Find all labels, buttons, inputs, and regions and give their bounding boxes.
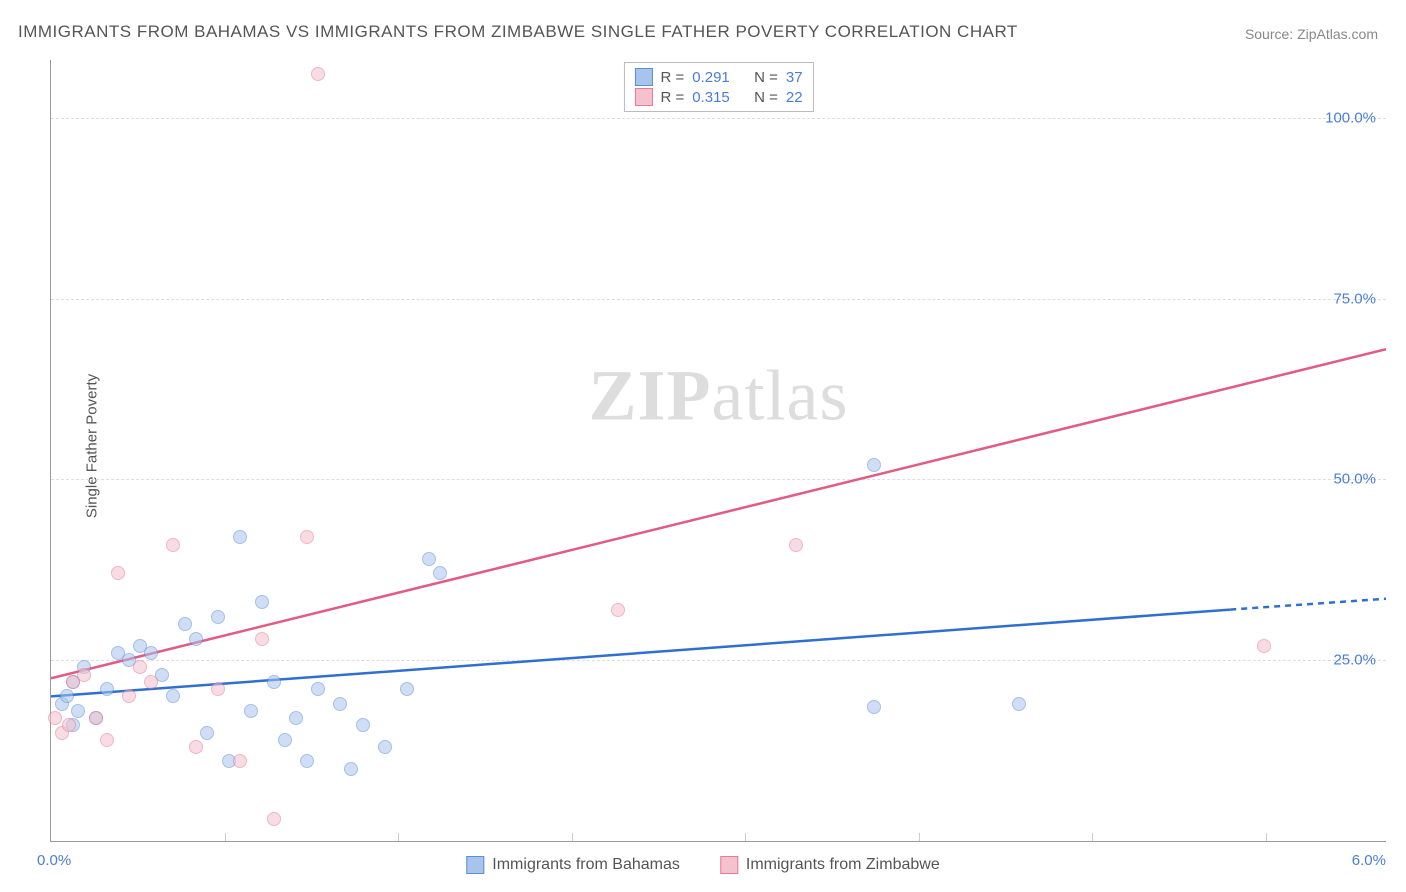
y-tick-label: 25.0% xyxy=(1333,652,1376,669)
scatter-point xyxy=(255,595,269,609)
scatter-point xyxy=(1012,697,1026,711)
gridline-h xyxy=(51,660,1386,661)
scatter-point xyxy=(89,711,103,725)
legend-item-bahamas: Immigrants from Bahamas xyxy=(466,856,680,874)
scatter-point xyxy=(200,726,214,740)
chart-title: IMMIGRANTS FROM BAHAMAS VS IMMIGRANTS FR… xyxy=(18,22,1018,42)
source-attribution: Source: ZipAtlas.com xyxy=(1245,26,1378,42)
scatter-point xyxy=(300,754,314,768)
scatter-point xyxy=(71,704,85,718)
scatter-point xyxy=(233,754,247,768)
scatter-point xyxy=(356,718,370,732)
gridline-h xyxy=(51,118,1386,119)
x-tick xyxy=(572,833,573,841)
x-tick-label-max: 6.0% xyxy=(1352,852,1386,869)
r-legend-swatch xyxy=(634,68,652,86)
scatter-point xyxy=(333,697,347,711)
scatter-point xyxy=(100,733,114,747)
scatter-point xyxy=(433,566,447,580)
r-value: 0.291 xyxy=(692,69,730,86)
scatter-point xyxy=(400,682,414,696)
scatter-point xyxy=(189,632,203,646)
r-label: R = xyxy=(660,69,684,86)
scatter-point xyxy=(211,610,225,624)
scatter-point xyxy=(867,458,881,472)
r-legend-row: R = 0.315 N = 22 xyxy=(634,87,802,107)
legend-swatch-bahamas xyxy=(466,856,484,874)
legend-item-zimbabwe: Immigrants from Zimbabwe xyxy=(720,856,940,874)
r-legend-box: R = 0.291 N = 37R = 0.315 N = 22 xyxy=(623,62,813,112)
scatter-point xyxy=(122,689,136,703)
scatter-point xyxy=(60,689,74,703)
scatter-point xyxy=(422,552,436,566)
legend-label-zimbabwe: Immigrants from Zimbabwe xyxy=(746,856,940,874)
trend-line xyxy=(51,349,1386,678)
n-label: N = xyxy=(754,89,778,106)
scatter-point xyxy=(62,718,76,732)
scatter-point xyxy=(255,632,269,646)
scatter-point xyxy=(233,530,247,544)
scatter-point xyxy=(244,704,258,718)
x-tick-label-min: 0.0% xyxy=(37,852,71,869)
legend-label-bahamas: Immigrants from Bahamas xyxy=(492,856,680,874)
scatter-point xyxy=(166,538,180,552)
scatter-point xyxy=(178,617,192,631)
n-value: 37 xyxy=(786,69,803,86)
scatter-point xyxy=(289,711,303,725)
r-legend-swatch xyxy=(634,88,652,106)
scatter-point xyxy=(344,762,358,776)
x-tick xyxy=(1266,833,1267,841)
scatter-point xyxy=(278,733,292,747)
scatter-point xyxy=(311,682,325,696)
x-tick xyxy=(745,833,746,841)
bottom-legend: Immigrants from Bahamas Immigrants from … xyxy=(466,856,939,874)
scatter-point xyxy=(77,668,91,682)
scatter-point xyxy=(144,675,158,689)
scatter-point xyxy=(111,566,125,580)
gridline-h xyxy=(51,479,1386,480)
x-tick xyxy=(398,833,399,841)
r-value: 0.315 xyxy=(692,89,730,106)
scatter-point xyxy=(144,646,158,660)
trend-line-dashed xyxy=(1230,599,1386,610)
y-tick-label: 75.0% xyxy=(1333,290,1376,307)
scatter-point xyxy=(1257,639,1271,653)
y-tick-label: 50.0% xyxy=(1333,471,1376,488)
trend-lines-layer xyxy=(51,60,1386,841)
watermark: ZIPatlas xyxy=(589,354,849,437)
r-label: R = xyxy=(660,89,684,106)
n-value: 22 xyxy=(786,89,803,106)
scatter-point xyxy=(789,538,803,552)
scatter-point xyxy=(267,675,281,689)
scatter-point xyxy=(100,682,114,696)
y-tick-label: 100.0% xyxy=(1325,109,1376,126)
scatter-point xyxy=(311,67,325,81)
scatter-point xyxy=(378,740,392,754)
x-tick xyxy=(1092,833,1093,841)
scatter-point xyxy=(867,700,881,714)
scatter-point xyxy=(166,689,180,703)
scatter-point xyxy=(211,682,225,696)
scatter-point xyxy=(267,812,281,826)
plot-area: ZIPatlas 25.0%50.0%75.0%100.0%0.0%6.0%R … xyxy=(50,60,1386,842)
legend-swatch-zimbabwe xyxy=(720,856,738,874)
scatter-point xyxy=(611,603,625,617)
x-tick xyxy=(225,833,226,841)
x-tick xyxy=(919,833,920,841)
trend-line xyxy=(51,610,1230,697)
r-legend-row: R = 0.291 N = 37 xyxy=(634,67,802,87)
n-label: N = xyxy=(754,69,778,86)
scatter-point xyxy=(300,530,314,544)
gridline-h xyxy=(51,299,1386,300)
scatter-point xyxy=(48,711,62,725)
scatter-point xyxy=(133,660,147,674)
scatter-point xyxy=(189,740,203,754)
